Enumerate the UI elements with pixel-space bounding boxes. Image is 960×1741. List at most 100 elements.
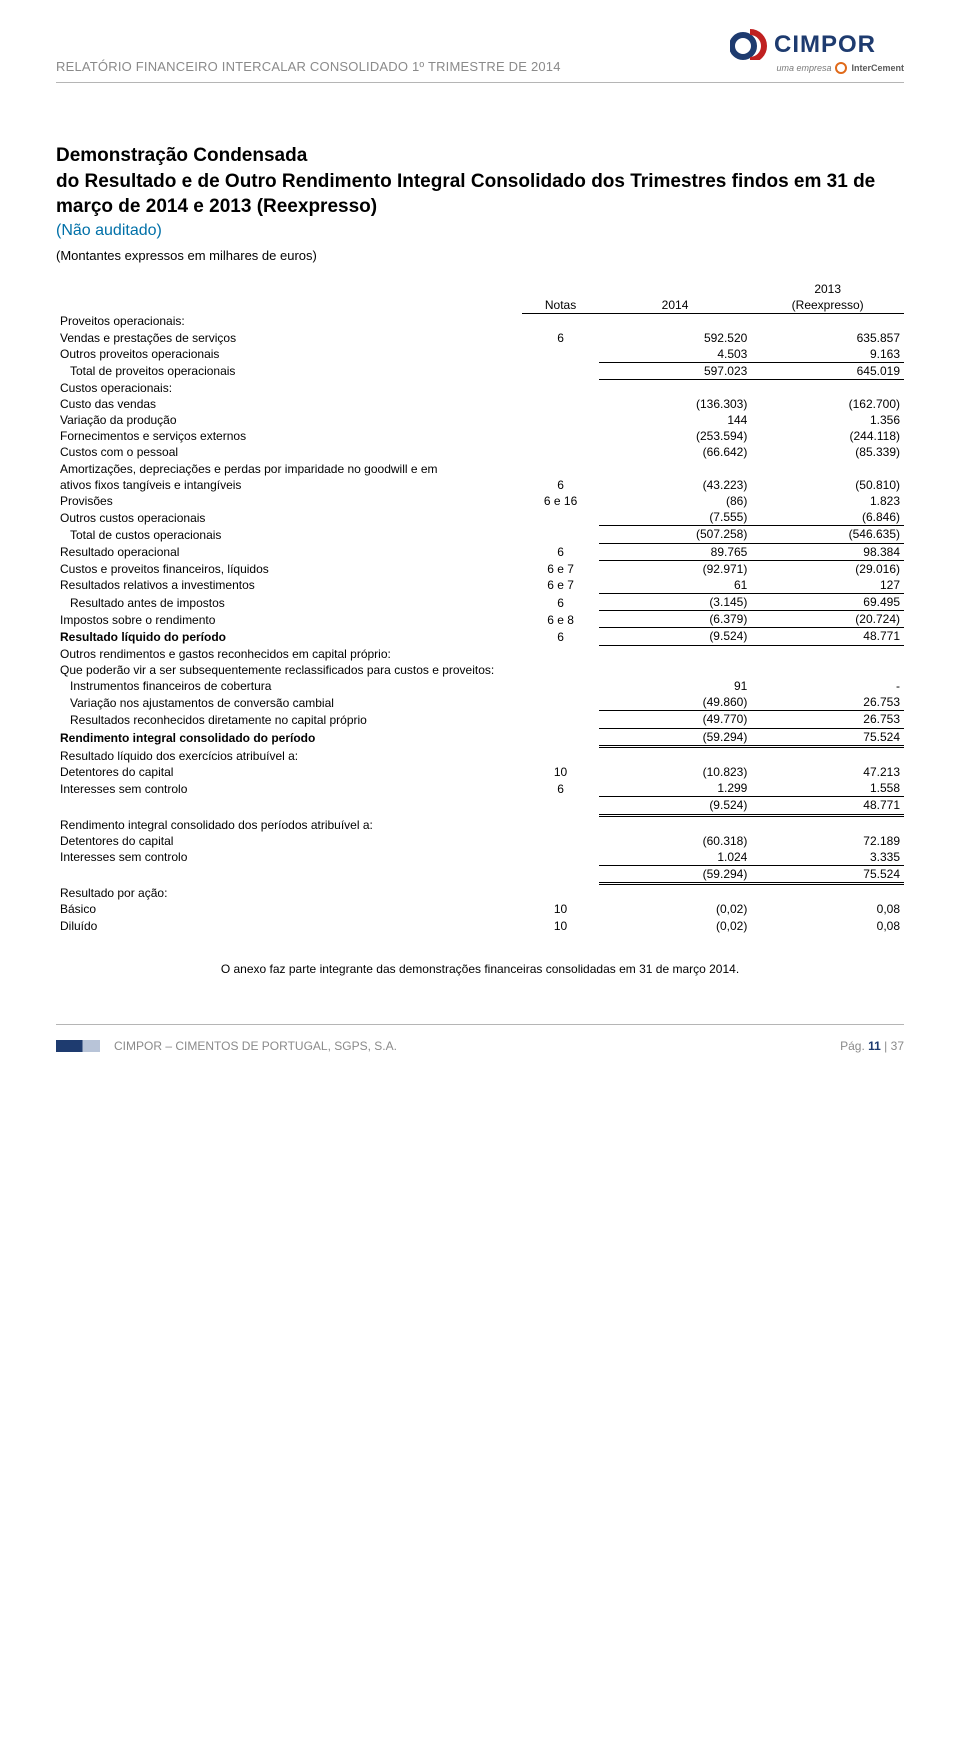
cimpor-logo-icon bbox=[730, 28, 768, 60]
row-label: ativos fixos tangíveis e intangíveis bbox=[56, 477, 522, 493]
row-v1: (9.524) bbox=[599, 797, 752, 815]
row-v2: 127 bbox=[751, 577, 904, 594]
col-2014: 2014 bbox=[599, 297, 752, 314]
row-label: Interesses sem controlo bbox=[56, 780, 522, 797]
row-label: Instrumentos financeiros de cobertura bbox=[56, 678, 522, 694]
row-v1: 61 bbox=[599, 577, 752, 594]
doc-title-line1: Demonstração Condensada bbox=[56, 143, 904, 169]
row-label: Rendimento integral consolidado do perío… bbox=[56, 728, 522, 746]
svg-text:CIMPOR: CIMPOR bbox=[774, 31, 876, 58]
row-v2: (29.016) bbox=[751, 560, 904, 577]
row-note: 6 e 8 bbox=[522, 611, 598, 628]
row-v1: (43.223) bbox=[599, 477, 752, 493]
row-v1: 91 bbox=[599, 678, 752, 694]
row-label: Diluído bbox=[56, 918, 522, 934]
row-label: Custos com o pessoal bbox=[56, 444, 522, 460]
row-v2: (20.724) bbox=[751, 611, 904, 628]
logo-sub-brand: InterCement bbox=[851, 63, 904, 73]
row-label: Variação da produção bbox=[56, 412, 522, 428]
row-note: 6 bbox=[522, 780, 598, 797]
montantes-note: (Montantes expressos em milhares de euro… bbox=[56, 248, 904, 263]
row-v1: 597.023 bbox=[599, 362, 752, 379]
racao-hdr: Resultado por ação: bbox=[56, 884, 904, 902]
row-label: Total de proveitos operacionais bbox=[56, 362, 522, 379]
page-sep: | bbox=[881, 1039, 891, 1053]
col-2013-b: (Reexpresso) bbox=[751, 297, 904, 314]
row-v1: 4.503 bbox=[599, 346, 752, 363]
row-v2: 75.524 bbox=[751, 728, 904, 746]
row-v1: (10.823) bbox=[599, 764, 752, 780]
row-v2: 98.384 bbox=[751, 543, 904, 560]
row-v2: (50.810) bbox=[751, 477, 904, 493]
row-v2: (162.700) bbox=[751, 396, 904, 412]
report-title: RELATÓRIO FINANCEIRO INTERCALAR CONSOLID… bbox=[56, 59, 561, 74]
row-note: 6 bbox=[522, 477, 598, 493]
cimpor-logo: CIMPOR bbox=[730, 28, 904, 60]
row-v2: 635.857 bbox=[751, 330, 904, 346]
proveitos-hdr: Proveitos operacionais: bbox=[56, 313, 522, 329]
row-v1: (0,02) bbox=[599, 901, 752, 917]
row-label: Básico bbox=[56, 901, 522, 917]
row-v2: 1.823 bbox=[751, 493, 904, 509]
row-v2: 1.356 bbox=[751, 412, 904, 428]
row-label: Impostos sobre o rendimento bbox=[56, 611, 522, 628]
row-v1: 1.024 bbox=[599, 849, 752, 866]
row-v2: 47.213 bbox=[751, 764, 904, 780]
income-statement-table: 2013 Notas 2014 (Reexpresso) Proveitos o… bbox=[56, 281, 904, 934]
row-v2: 645.019 bbox=[751, 362, 904, 379]
row-v1: (60.318) bbox=[599, 833, 752, 849]
row-v1: (136.303) bbox=[599, 396, 752, 412]
page-num: 11 bbox=[868, 1039, 881, 1053]
row-v1: (9.524) bbox=[599, 628, 752, 645]
row-v1: (7.555) bbox=[599, 509, 752, 526]
rint-atrib-hdr: Rendimento integral consolidado dos perí… bbox=[56, 815, 904, 833]
row-v2: 1.558 bbox=[751, 780, 904, 797]
row-label: Resultados reconhecidos diretamente no c… bbox=[56, 711, 522, 728]
row-v2: 0,08 bbox=[751, 901, 904, 917]
row-v1: (507.258) bbox=[599, 526, 752, 543]
row-v1: 592.520 bbox=[599, 330, 752, 346]
row-note: 6 bbox=[522, 594, 598, 611]
row-v2: 48.771 bbox=[751, 628, 904, 645]
row-v1: (86) bbox=[599, 493, 752, 509]
row-label: Variação nos ajustamentos de conversão c… bbox=[56, 694, 522, 711]
page-footer: CIMPOR – CIMENTOS DE PORTUGAL, SGPS, S.A… bbox=[56, 1024, 904, 1053]
page-header: RELATÓRIO FINANCEIRO INTERCALAR CONSOLID… bbox=[56, 28, 904, 83]
row-v1: (6.379) bbox=[599, 611, 752, 628]
row-label: Amortizações, depreciações e perdas por … bbox=[56, 461, 522, 477]
row-label: Provisões bbox=[56, 493, 522, 509]
row-label: Custos e proveitos financeiros, líquidos bbox=[56, 560, 522, 577]
row-label: Custo das vendas bbox=[56, 396, 522, 412]
row-v2: 26.753 bbox=[751, 711, 904, 728]
brand-block: CIMPOR uma empresa InterCement bbox=[730, 28, 904, 74]
row-v2: 69.495 bbox=[751, 594, 904, 611]
page-label: Pág. bbox=[840, 1039, 865, 1053]
row-v2: 48.771 bbox=[751, 797, 904, 815]
row-v2: 3.335 bbox=[751, 849, 904, 866]
row-label: Total de custos operacionais bbox=[56, 526, 522, 543]
logo-subtitle: uma empresa InterCement bbox=[776, 62, 904, 74]
row-v1: (66.642) bbox=[599, 444, 752, 460]
row-label: Interesses sem controlo bbox=[56, 849, 522, 866]
row-note: 6 e 7 bbox=[522, 577, 598, 594]
footer-mark-icon bbox=[56, 1040, 100, 1052]
row-v2: 72.189 bbox=[751, 833, 904, 849]
col-2013-a: 2013 bbox=[751, 281, 904, 297]
row-v2: (6.846) bbox=[751, 509, 904, 526]
row-v2: 75.524 bbox=[751, 866, 904, 884]
row-label: Outros proveitos operacionais bbox=[56, 346, 522, 363]
row-v1: (0,02) bbox=[599, 918, 752, 934]
doc-title-line2: do Resultado e de Outro Rendimento Integ… bbox=[56, 169, 904, 220]
row-note: 6 bbox=[522, 628, 598, 645]
row-label: Resultado antes de impostos bbox=[56, 594, 522, 611]
row-v1: 1.299 bbox=[599, 780, 752, 797]
row-v2: - bbox=[751, 678, 904, 694]
row-note: 10 bbox=[522, 901, 598, 917]
row-label: Detentores do capital bbox=[56, 764, 522, 780]
row-note: 6 e 7 bbox=[522, 560, 598, 577]
row-note: 10 bbox=[522, 918, 598, 934]
row-note: 6 bbox=[522, 330, 598, 346]
row-v1: (3.145) bbox=[599, 594, 752, 611]
logo-sub-prefix: uma empresa bbox=[776, 63, 831, 73]
row-v2: (546.635) bbox=[751, 526, 904, 543]
